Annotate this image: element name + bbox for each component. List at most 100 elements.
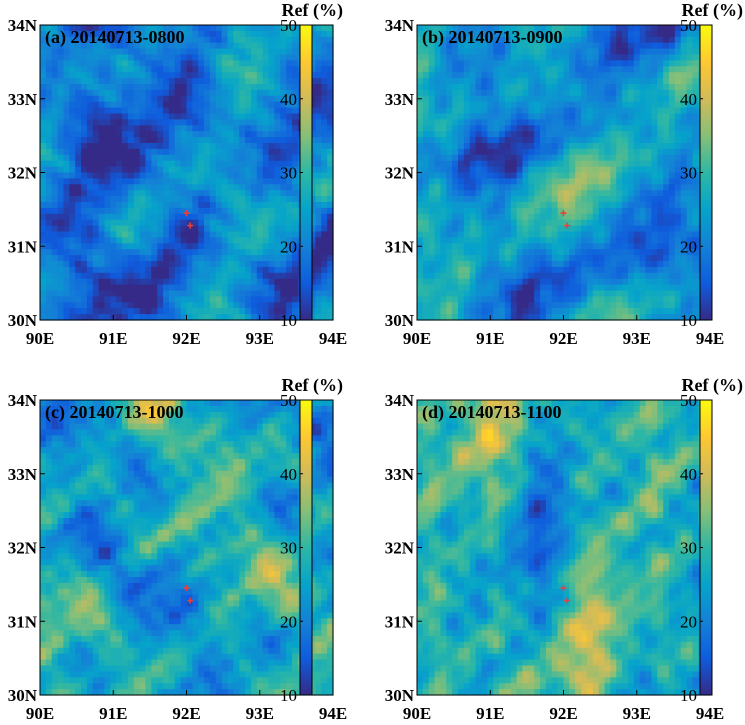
- field-cell: [510, 78, 518, 85]
- field-cell: [122, 25, 129, 32]
- field-cell: [268, 314, 275, 321]
- field-cell: [69, 278, 76, 286]
- field-cell: [592, 237, 600, 244]
- field-cell: [127, 125, 135, 132]
- field-cell: [256, 66, 264, 73]
- field-cell: [651, 89, 658, 97]
- field-cell: [627, 261, 635, 268]
- field-cell: [198, 278, 205, 286]
- field-cell: [204, 219, 211, 227]
- field-cell: [575, 66, 582, 73]
- field-cell: [639, 172, 647, 179]
- field-cell: [534, 48, 541, 56]
- field-cell: [92, 184, 100, 191]
- field-cell: [262, 131, 270, 138]
- field-cell: [157, 107, 164, 115]
- field-cell: [422, 308, 430, 315]
- field-cell: [291, 190, 299, 197]
- field-cell: [104, 25, 111, 32]
- field-cell: [487, 278, 494, 286]
- field-cell: [75, 213, 82, 221]
- field-cell: [104, 213, 111, 221]
- field-cell: [81, 148, 88, 156]
- field-cell: [663, 25, 670, 32]
- field-cell: [256, 166, 264, 174]
- field-cell: [446, 154, 453, 162]
- field-cell: [428, 160, 436, 168]
- field-cell: [40, 284, 47, 292]
- field-cell: [45, 154, 53, 162]
- field-cell: [321, 290, 328, 297]
- field-cell: [227, 266, 234, 274]
- field-cell: [475, 148, 483, 156]
- field-cell: [422, 30, 430, 38]
- field-cell: [186, 255, 193, 262]
- field-cell: [639, 308, 647, 315]
- field-cell: [598, 272, 606, 280]
- field-cell: [92, 296, 100, 303]
- field-cell: [250, 266, 258, 274]
- field-cell: [280, 213, 287, 221]
- field-cell: [686, 78, 694, 85]
- field-cell: [610, 261, 617, 268]
- field-cell: [63, 36, 70, 44]
- field-cell: [674, 84, 682, 91]
- field-cell: [469, 166, 477, 174]
- field-cell: [151, 178, 158, 185]
- field-cell: [516, 84, 524, 91]
- field-cell: [563, 42, 570, 50]
- field-cell: [268, 202, 275, 209]
- field-cell: [86, 154, 94, 162]
- field-cell: [545, 66, 553, 73]
- field-cell: [557, 160, 565, 168]
- field-cell: [557, 66, 565, 73]
- field-cell: [499, 36, 506, 44]
- field-cell: [186, 190, 193, 197]
- field-cell: [239, 166, 246, 174]
- field-cell: [545, 42, 553, 50]
- field-cell: [627, 84, 635, 91]
- field-cell: [315, 42, 322, 50]
- field-cell: [534, 119, 541, 126]
- field-cell: [168, 84, 176, 91]
- field-cell: [327, 314, 334, 321]
- field-cell: [86, 25, 94, 32]
- field-cell: [452, 207, 459, 215]
- field-cell: [499, 237, 506, 244]
- field-cell: [204, 42, 211, 50]
- field-cell: [575, 219, 582, 227]
- field-cell: [428, 137, 436, 144]
- field-cell: [586, 72, 594, 79]
- field-cell: [245, 25, 252, 32]
- field-cell: [417, 284, 424, 292]
- field-cell: [686, 249, 694, 256]
- field-cell: [163, 101, 170, 109]
- field-cell: [581, 60, 588, 67]
- field-cell: [545, 284, 553, 292]
- field-cell: [327, 207, 334, 215]
- field-cell: [516, 284, 524, 292]
- field-cell: [487, 284, 494, 292]
- field-cell: [268, 78, 275, 85]
- field-cell: [417, 272, 424, 280]
- field-cell: [168, 219, 176, 227]
- field-cell: [434, 308, 442, 315]
- field-cell: [452, 314, 459, 321]
- field-cell: [116, 25, 123, 32]
- field-cell: [674, 36, 682, 44]
- field-cell: [122, 36, 129, 44]
- field-cell: [75, 113, 82, 120]
- field-cell: [92, 148, 100, 156]
- field-cell: [45, 272, 53, 280]
- field-cell: [551, 266, 559, 274]
- field-cell: [110, 89, 117, 97]
- field-cell: [627, 25, 635, 32]
- field-cell: [104, 160, 111, 168]
- field-cell: [250, 101, 258, 109]
- field-cell: [157, 72, 164, 79]
- field-cell: [81, 166, 88, 174]
- field-cell: [674, 25, 682, 32]
- field-cell: [592, 190, 600, 197]
- field-cell: [434, 190, 442, 197]
- field-cell: [163, 272, 170, 280]
